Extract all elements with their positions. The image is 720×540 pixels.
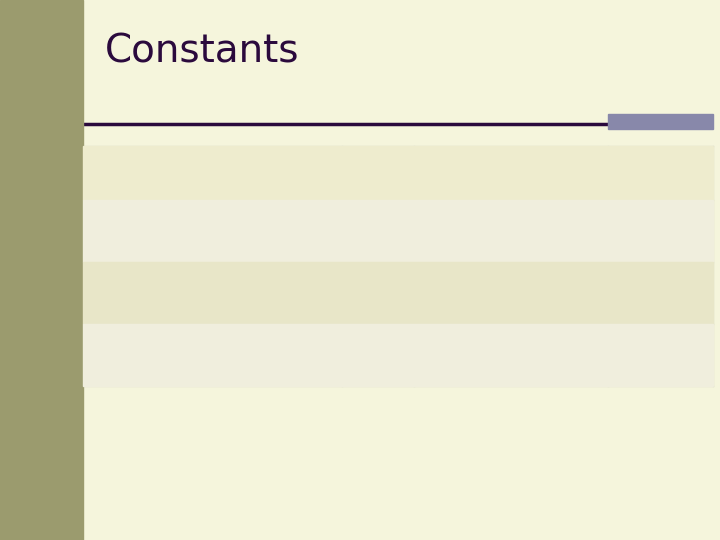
Text: 1.6 E-19 C: 1.6 E-19 C [423, 348, 502, 362]
Text: Constants: Constants [104, 32, 299, 70]
Text: 2: 2 [481, 271, 487, 281]
Text: The elementary Charge: The elementary Charge [91, 348, 273, 362]
Text: e: e [373, 348, 383, 362]
Text: h: h [373, 224, 383, 238]
Text: k: k [374, 286, 382, 300]
Text: Electrostatic Constant: Electrostatic Constant [91, 286, 261, 300]
Text: Name: Name [91, 165, 137, 180]
Text: Unit Name: Unit Name [423, 165, 504, 180]
Text: Symbol: Symbol [632, 165, 689, 180]
Text: Symbol: Symbol [349, 165, 407, 180]
Text: Planck’s Constant: Planck’s Constant [91, 224, 228, 238]
Text: /C: /C [472, 286, 488, 300]
Text: 2: 2 [469, 271, 474, 281]
Text: 8.99 E9 N·m: 8.99 E9 N·m [423, 286, 517, 300]
Text: 6.626 E-34 J·s: 6.626 E-34 J·s [423, 224, 528, 238]
